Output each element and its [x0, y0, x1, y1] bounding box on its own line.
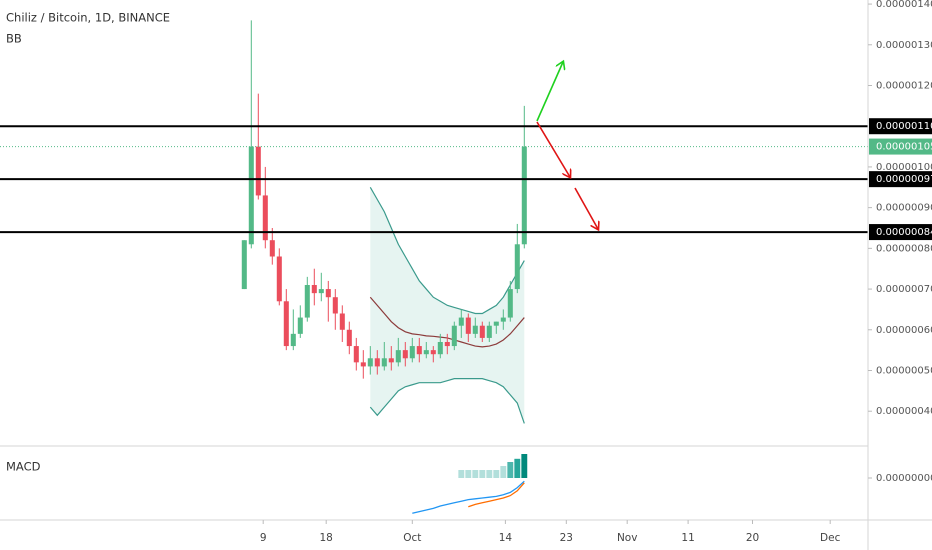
- level-label: 0.00000097: [876, 174, 932, 185]
- candle-body: [493, 321, 499, 326]
- candle-body: [507, 289, 513, 318]
- band-line: [369, 378, 525, 424]
- candle-body: [514, 244, 520, 290]
- candle-body: [311, 284, 317, 294]
- axis-labels: 0.00000140 0.00000130 0.00000120 0.00000100…: [260, 0, 932, 544]
- histogram-bar: [465, 470, 472, 478]
- macd-line: [412, 480, 525, 514]
- histogram-bar: [479, 470, 486, 478]
- candle-body: [255, 146, 261, 196]
- candle-body: [374, 358, 380, 367]
- candle-body: [430, 350, 436, 355]
- y-tick-label: 0.00000040: [876, 406, 932, 417]
- candle-body: [297, 317, 303, 334]
- x-tick-label: 18: [320, 532, 333, 544]
- candle-body: [332, 297, 338, 314]
- band-line: [369, 186, 525, 315]
- macd-line: [468, 482, 525, 508]
- candle-body: [283, 301, 289, 347]
- price-pane: [0, 20, 868, 424]
- x-tick-label: 20: [746, 532, 759, 544]
- candle-body: [318, 289, 324, 294]
- histogram-bar: [521, 454, 528, 478]
- y-tick-label: 0.00000050: [876, 365, 932, 376]
- candle-body: [248, 146, 254, 245]
- x-tick-label: 23: [560, 532, 573, 544]
- histogram-bar: [472, 470, 479, 478]
- x-tick-label: Dec: [820, 532, 841, 544]
- candle-body: [451, 325, 457, 347]
- candle-body: [458, 317, 464, 326]
- candle-body: [353, 346, 359, 363]
- y-tick-label: 0.00000060: [876, 325, 932, 336]
- candle-body: [262, 195, 268, 241]
- y-tick-label: 0.00000090: [876, 203, 932, 214]
- histogram-bar: [493, 470, 500, 478]
- arrow-down: [574, 187, 598, 229]
- x-tick-label: 9: [260, 532, 267, 544]
- candle-body: [388, 358, 394, 363]
- candle-body: [409, 346, 415, 359]
- candle-body: [241, 240, 247, 290]
- candle-body: [395, 350, 401, 363]
- indicator-label: BB: [6, 32, 22, 46]
- level-box: [869, 118, 932, 135]
- level-box: [869, 224, 932, 241]
- chart-title: Chiliz / Bitcoin, 1D, BINANCE: [6, 11, 170, 25]
- y-tick-label: 0.00000000: [876, 473, 932, 484]
- y-tick-label: 0.00000130: [876, 40, 932, 51]
- last-price-box: [869, 138, 932, 155]
- candle-body: [304, 284, 310, 318]
- candle-body: [416, 346, 422, 355]
- last-price-label: 0.00000105: [876, 142, 932, 153]
- macd-label: MACD: [6, 460, 41, 474]
- x-tick-label: Oct: [403, 532, 421, 544]
- candle-body: [444, 341, 450, 347]
- candle-body: [381, 358, 387, 367]
- candle-body: [339, 313, 345, 330]
- histogram-bar: [486, 470, 493, 478]
- candle-body: [367, 358, 373, 367]
- y-tick-label: 0.00000140: [876, 0, 932, 10]
- histogram-bar: [500, 466, 507, 478]
- y-tick-label: 0.00000080: [876, 243, 932, 254]
- macd-pane: [412, 454, 528, 514]
- arrow-up: [536, 62, 563, 122]
- candle-body: [346, 329, 352, 347]
- x-tick-label: Nov: [617, 532, 638, 544]
- level-box: [869, 171, 932, 188]
- candle-body: [472, 325, 478, 334]
- level-label: 0.00000084: [876, 227, 932, 238]
- arrow-down: [536, 121, 570, 177]
- candle-body: [269, 240, 275, 257]
- candle-body: [479, 325, 485, 338]
- candle-body: [325, 289, 331, 298]
- histogram-bar: [514, 458, 521, 478]
- y-tick-label: 0.00000120: [876, 80, 932, 91]
- candle-body: [521, 146, 527, 245]
- y-tick-label: 0.00000070: [876, 284, 932, 295]
- x-tick-label: 11: [681, 532, 694, 544]
- candle-body: [360, 362, 366, 367]
- candle-body: [465, 317, 471, 334]
- candle-body: [290, 333, 296, 347]
- level-label: 0.00000110: [876, 121, 932, 132]
- candle-body: [402, 350, 408, 359]
- candle-body: [486, 325, 492, 338]
- candle-body: [437, 341, 443, 355]
- x-tick-label: 14: [499, 532, 513, 544]
- histogram-bar: [458, 470, 465, 478]
- y-tick-label: 0.00000100: [876, 162, 932, 173]
- candle-body: [276, 256, 282, 302]
- candle-body: [500, 317, 506, 322]
- candle-body: [423, 350, 429, 355]
- histogram-bar: [507, 462, 514, 478]
